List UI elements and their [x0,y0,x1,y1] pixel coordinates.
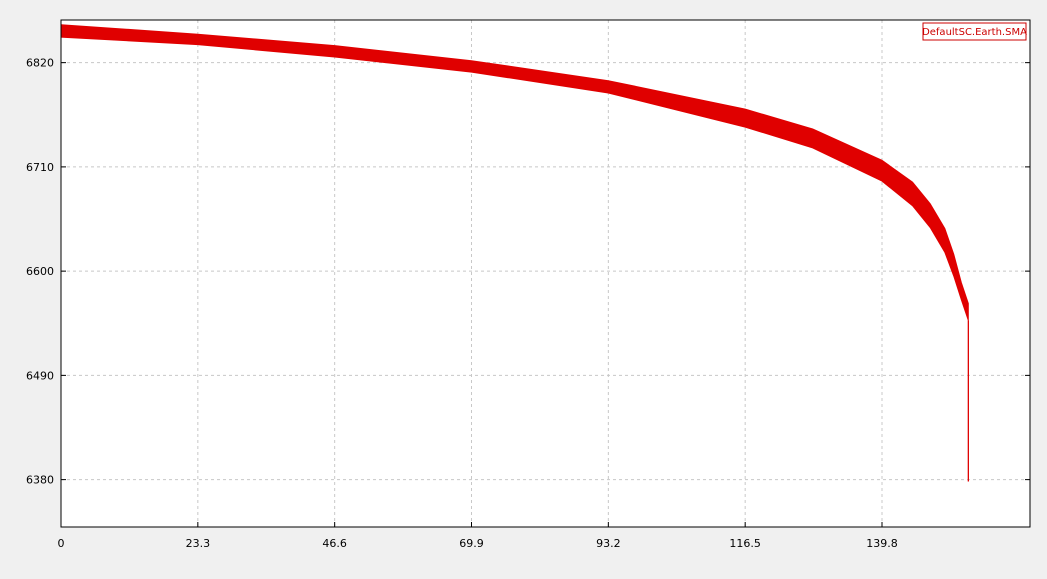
y-tick-label: 6490 [26,369,54,382]
tick-labels: 0 23.3 46.6 69.9 93.2 116.5 139.8 6380 6490 6600 6… [26,57,1030,550]
y-tick-label: 6380 [26,474,54,487]
gridlines [61,20,1030,527]
legend-box [922,22,1027,41]
x-tick-label: 116.5 [729,537,761,550]
series-band-sma [60,24,969,321]
y-tick-label: 6600 [26,265,54,278]
legend: DefaultSC.Earth.SMA [922,22,1027,41]
x-tick-label: 139.8 [866,537,898,550]
plot-frame [60,19,1031,528]
x-tick-label: 46.6 [322,537,347,550]
x-tick-label: 69.9 [459,537,484,550]
y-tick-label: 6710 [26,161,54,174]
x-tick-label: 23.3 [186,537,211,550]
legend-label: DefaultSC.Earth.SMA [922,27,1027,38]
plot-area [61,20,1030,527]
x-tick-label: 93.2 [596,537,621,550]
y-tick-label: 6820 [26,57,54,70]
series-layer [60,24,969,482]
x-tick-label: 0 [58,537,65,550]
